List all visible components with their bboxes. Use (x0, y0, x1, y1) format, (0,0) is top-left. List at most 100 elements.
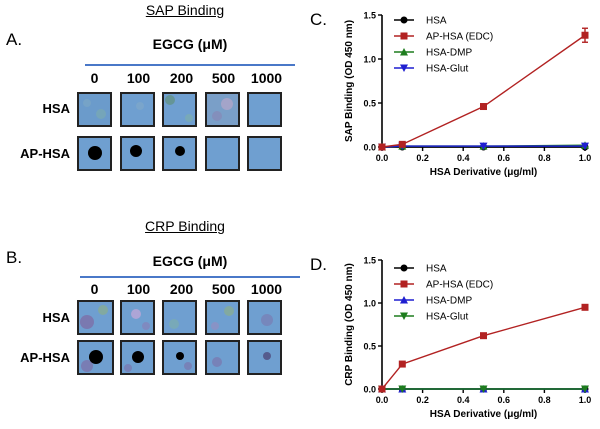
chart-c-y-label: SAP Binding (OD 450 nm) (344, 20, 355, 142)
chart-d-point-1-2 (480, 332, 487, 340)
chart-c-y-tick-label: 0.5 (363, 99, 376, 109)
panel-b-conc-1: 100 (126, 281, 151, 297)
chart-d-series-line-1 (381, 306, 586, 390)
panel-b-well-hsa-100 (120, 300, 155, 335)
panel-a-conc-1: 100 (126, 70, 151, 86)
chart-d-point-3-2 (479, 385, 488, 393)
panel-b-conc-0: 0 (90, 281, 99, 297)
panel-a-conc-4: 1000 (250, 70, 283, 86)
chart-d-y-tick-label: 0.0 (363, 385, 376, 395)
panel-b-well-hsa-500 (205, 300, 240, 335)
chart-d-x-tick-label: 0.4 (457, 395, 470, 405)
chart-d-y-label: CRP Binding (OD 450 nm) (344, 263, 355, 386)
chart-d-x-tick-label: 0.6 (498, 395, 511, 405)
chart-c-legend-label-3: HSA-Glut (426, 64, 468, 75)
panel-a-section-title: SAP Binding (145, 2, 225, 18)
panel-b-well-hsa-1000 (247, 300, 282, 335)
panel-a-well-ap-hsa-1000 (247, 136, 282, 171)
panel-b-well-ap-hsa-200 (162, 340, 197, 375)
chart-c-legend-marker-1 (400, 32, 408, 40)
chart-d-legend-marker-2 (400, 296, 408, 304)
chart-d-point-1-0 (378, 385, 386, 393)
chart-c-x-tick-label: 0.8 (538, 153, 551, 163)
chart-d-x-label: HSA Derivative (μg/ml) (430, 409, 537, 420)
chart-c-legend-marker-3 (400, 64, 408, 72)
chart-d-x-tick-label: 1.0 (579, 395, 592, 405)
panel-b-well-hsa-0 (77, 300, 114, 335)
chart-c-point-3-2 (479, 142, 488, 151)
chart-c-point-1-2 (480, 103, 487, 111)
chart-c-legend-label-0: HSA (426, 16, 447, 27)
chart-c-point-1-1 (398, 140, 406, 148)
chart-d-x-tick-label: 0.0 (376, 395, 389, 405)
chart-c-y-tick-label: 1.5 (363, 11, 376, 21)
panel-b-row-label-ap-hsa: AP-HSA (20, 350, 70, 365)
panel-a-egcg-header: EGCG (μM) (152, 36, 228, 52)
chart-c-sap-binding: C. 0.0 0.5 1.0 1.5 0.0 0.2 0.4 0.6 0.8 1.0 HSA Deri… (310, 10, 592, 178)
panel-a-header-line (85, 64, 295, 66)
chart-c-x-tick-label: 0.2 (416, 153, 429, 163)
chart-c-legend-label-1: AP-HSA (EDC) (426, 32, 493, 43)
chart-c-x-tick-label: 0.4 (457, 153, 470, 163)
chart-d-panel-letter: D. (310, 255, 327, 274)
chart-d-legend-label-0: HSA (426, 264, 447, 275)
panel-a-well-hsa-500 (205, 92, 240, 127)
chart-c-legend-marker-0 (400, 16, 408, 24)
panel-a-well-ap-hsa-0 (77, 136, 112, 171)
chart-d-legend-label-1: AP-HSA (EDC) (426, 280, 493, 291)
panel-a-well-hsa-100 (120, 92, 155, 127)
chart-c-x-tick-label: 0.0 (376, 153, 389, 163)
panel-b-conc-3: 500 (211, 281, 236, 297)
chart-c-series-line-3 (381, 145, 585, 148)
chart-c-point-1-0 (378, 143, 386, 151)
panel-b-section-title: CRP Binding (145, 218, 225, 234)
chart-c-series-line-1 (381, 34, 586, 148)
panel-b-well-ap-hsa-1000 (247, 340, 282, 375)
panel-b-egcg-header: EGCG (μM) (152, 253, 228, 269)
panel-a-conc-3: 500 (211, 70, 236, 86)
chart-c-x-tick-label: 0.6 (498, 153, 511, 163)
chart-d-point-3-3 (581, 385, 589, 393)
panel-a-row-label-ap-hsa: AP-HSA (20, 146, 70, 161)
panel-a-letter: A. (6, 30, 23, 49)
chart-d-legend-marker-0 (400, 264, 408, 272)
panel-a-well-ap-hsa-500 (205, 136, 240, 171)
panel-a-well-hsa-1000 (247, 92, 282, 127)
panel-a-well-hsa-0 (77, 92, 112, 127)
panel-b-well-ap-hsa-500 (205, 340, 240, 375)
chart-d-legend-marker-1 (400, 280, 408, 288)
panel-a-well-hsa-200 (162, 92, 197, 127)
panel-a-row-label-hsa: HSA (42, 101, 70, 116)
panel-b-conc-4: 1000 (250, 281, 283, 297)
panel-b-row-label-hsa: HSA (42, 310, 70, 325)
chart-d-x-tick-label: 0.8 (538, 395, 551, 405)
chart-c-legend-label-2: HSA-DMP (426, 48, 472, 59)
chart-d-point-1-3 (581, 303, 589, 311)
chart-d-legend-label-2: HSA-DMP (426, 296, 472, 307)
panel-b-conc-2: 200 (169, 281, 194, 297)
chart-c-y-tick-label: 1.0 (363, 55, 376, 65)
chart-d-y-tick-label: 1.5 (363, 256, 376, 266)
panel-a-well-ap-hsa-200 (162, 136, 197, 171)
chart-c-panel-letter: C. (310, 10, 327, 29)
chart-d-y-tick-label: 1.0 (363, 299, 376, 309)
chart-d-x-tick-label: 0.2 (416, 395, 429, 405)
panel-a-well-ap-hsa-100 (120, 136, 155, 171)
chart-c-y-tick-label: 0.0 (363, 143, 376, 153)
panel-b-well-ap-hsa-100 (120, 340, 155, 375)
chart-c-x-tick-label: 1.0 (579, 153, 592, 163)
chart-d-point-1-1 (398, 360, 406, 368)
chart-c-legend-marker-2 (400, 48, 408, 56)
chart-d-point-3-1 (398, 385, 407, 393)
panel-a-conc-2: 200 (169, 70, 194, 86)
chart-c-x-label: HSA Derivative (μg/ml) (430, 167, 537, 178)
chart-d-legend-marker-3 (400, 312, 408, 320)
panel-b-well-ap-hsa-0 (77, 340, 114, 375)
panel-a-conc-0: 0 (90, 70, 99, 86)
chart-c-point-3-3 (581, 142, 589, 151)
chart-d-y-tick-label: 0.5 (363, 342, 376, 352)
panel-b-well-hsa-200 (162, 300, 197, 335)
chart-d-legend-label-3: HSA-Glut (426, 312, 468, 323)
panel-b-letter: B. (6, 248, 23, 267)
panel-b-header-line (80, 276, 300, 278)
